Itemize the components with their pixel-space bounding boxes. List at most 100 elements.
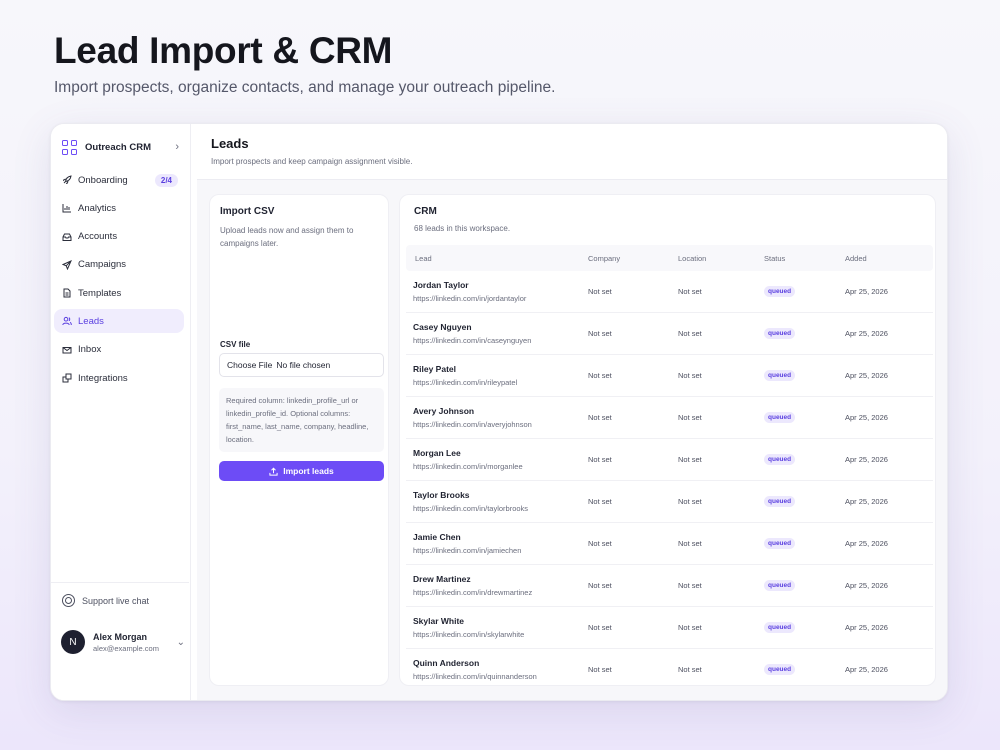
lead-url[interactable]: https://linkedin.com/in/rileypatel: [413, 378, 518, 387]
status-badge: queued: [764, 538, 796, 549]
lead-location: Not set: [678, 329, 702, 338]
table-row[interactable]: Jordan Taylor https://linkedin.com/in/jor…: [406, 271, 933, 313]
avatar: N: [61, 630, 85, 654]
lead-url[interactable]: https://linkedin.com/in/jordantaylor: [413, 294, 527, 303]
sidebar-item-label: Templates: [78, 287, 122, 299]
lead-location: Not set: [678, 497, 702, 506]
lead-added-date: Apr 25, 2026: [845, 413, 888, 422]
table-row[interactable]: Morgan Lee https://linkedin.com/in/morgan…: [406, 439, 933, 481]
column-header-lead[interactable]: Lead: [415, 253, 432, 263]
lead-company: Not set: [588, 329, 612, 338]
import-card-title: Import CSV: [220, 206, 275, 217]
inbox-tray-icon: [62, 233, 72, 241]
lead-name: Morgan Lee: [413, 448, 461, 458]
lead-url[interactable]: https://linkedin.com/in/quinnanderson: [413, 672, 537, 681]
sidebar-item-onboarding[interactable]: Onboarding 2/4: [54, 168, 184, 192]
rocket-icon: [63, 175, 72, 184]
table-row[interactable]: Casey Nguyen https://linkedin.com/in/case…: [406, 313, 933, 355]
page-title: Leads: [211, 136, 249, 151]
lead-added-date: Apr 25, 2026: [845, 623, 888, 632]
lead-company: Not set: [588, 539, 612, 548]
csv-column-help: Required column: linkedin_profile_url or…: [219, 388, 384, 452]
hero-subtitle: Import prospects, organize contacts, and…: [54, 79, 556, 96]
sidebar-item-analytics[interactable]: Analytics: [54, 196, 184, 220]
lead-url[interactable]: https://linkedin.com/in/taylorbrooks: [413, 504, 529, 513]
column-header-location[interactable]: Location: [678, 253, 707, 263]
lead-company: Not set: [588, 371, 612, 380]
sidebar-item-label: Accounts: [78, 231, 118, 243]
table-row[interactable]: Drew Martinez https://linkedin.com/in/dre…: [406, 565, 933, 607]
table-row[interactable]: Riley Patel https://linkedin.com/in/riley…: [406, 355, 933, 397]
user-email: alex@example.com: [93, 643, 159, 653]
send-icon: [62, 259, 72, 270]
crm-card: CRM 68 leads in this workspace. Lead Com…: [399, 194, 936, 686]
lead-company: Not set: [588, 665, 612, 674]
support-label: Support live chat: [82, 595, 150, 606]
column-header-added[interactable]: Added: [845, 253, 867, 263]
status-badge: queued: [764, 370, 796, 381]
lead-location: Not set: [678, 287, 702, 296]
sidebar-item-campaigns[interactable]: Campaigns: [54, 253, 184, 277]
lead-added-date: Apr 25, 2026: [845, 665, 888, 674]
status-badge: queued: [764, 454, 796, 465]
status-badge: queued: [764, 580, 796, 591]
choose-file-button[interactable]: Choose File: [227, 360, 273, 370]
sidebar-item-label: Onboarding: [78, 174, 128, 186]
column-header-status[interactable]: Status: [764, 253, 786, 263]
table-row[interactable]: Skylar White https://linkedin.com/in/skyl…: [406, 607, 933, 649]
table-row[interactable]: Jamie Chen https://linkedin.com/in/jamiec…: [406, 523, 933, 565]
lead-added-date: Apr 25, 2026: [845, 581, 888, 590]
sidebar-item-label: Campaigns: [78, 259, 127, 271]
sidebar-item-label: Integrations: [78, 372, 128, 384]
sidebar-item-templates[interactable]: Templates: [54, 281, 184, 305]
status-badge: queued: [764, 286, 796, 297]
workspace-switcher[interactable]: Outreach CRM ›: [61, 132, 183, 162]
lifebuoy-icon: [62, 594, 75, 607]
sidebar-item-label: Analytics: [78, 202, 117, 214]
table-row[interactable]: Taylor Brooks https://linkedin.com/in/tay…: [406, 481, 933, 523]
crm-title: CRM: [414, 206, 437, 217]
lead-added-date: Apr 25, 2026: [845, 371, 888, 380]
bar-chart-icon: [62, 204, 71, 213]
lead-location: Not set: [678, 581, 702, 590]
lead-url[interactable]: https://linkedin.com/in/morganlee: [413, 462, 523, 471]
leads-table: Lead Company Location Status Added Jorda…: [406, 245, 933, 685]
import-csv-card: Import CSV Upload leads now and assign t…: [209, 194, 389, 686]
column-header-company[interactable]: Company: [588, 253, 621, 263]
lead-location: Not set: [678, 455, 702, 464]
lead-name: Avery Johnson: [413, 406, 475, 416]
table-row[interactable]: Quinn Anderson https://linkedin.com/in/qu…: [406, 649, 933, 685]
sidebar-item-inbox[interactable]: Inbox: [54, 338, 184, 362]
lead-url[interactable]: https://linkedin.com/in/skylarwhite: [413, 630, 525, 639]
support-live-chat-link[interactable]: Support live chat: [62, 594, 149, 607]
sidebar-item-integrations[interactable]: Integrations: [54, 366, 184, 390]
lead-url[interactable]: https://linkedin.com/in/averyjohnson: [413, 420, 532, 429]
lead-name: Taylor Brooks: [413, 490, 470, 500]
grid-icon: [62, 139, 77, 155]
user-menu[interactable]: N Alex Morgan alex@example.com ⌄: [61, 630, 185, 654]
lead-company: Not set: [588, 581, 612, 590]
import-leads-label: Import leads: [283, 466, 334, 476]
lead-url[interactable]: https://linkedin.com/in/drewmartinez: [413, 588, 533, 597]
lead-url[interactable]: https://linkedin.com/in/caseynguyen: [413, 336, 532, 345]
csv-file-label: CSV file: [220, 340, 251, 349]
lead-company: Not set: [588, 497, 612, 506]
lead-name: Drew Martinez: [413, 574, 471, 584]
lead-url[interactable]: https://linkedin.com/in/jamiechen: [413, 546, 522, 555]
import-leads-button[interactable]: Import leads: [219, 461, 384, 481]
brand-name: Outreach CRM: [85, 141, 151, 153]
sidebar: Outreach CRM › Onboarding 2/4 Analytics …: [51, 124, 191, 700]
sidebar-item-label: Leads: [78, 315, 104, 327]
csv-file-input[interactable]: Choose File No file chosen: [219, 353, 384, 377]
sidebar-item-accounts[interactable]: Accounts: [54, 225, 184, 249]
sidebar-item-label: Inbox: [78, 344, 102, 356]
sidebar-nav: Onboarding 2/4 Analytics Accounts Campai…: [54, 168, 184, 394]
table-row[interactable]: Avery Johnson https://linkedin.com/in/ave…: [406, 397, 933, 439]
sidebar-item-leads[interactable]: Leads: [54, 309, 184, 334]
puzzle-icon: [62, 373, 72, 383]
status-badge: queued: [764, 496, 796, 507]
users-icon: [62, 317, 72, 326]
lead-name: Riley Patel: [413, 364, 456, 374]
lead-name: Jamie Chen: [413, 532, 461, 542]
lead-added-date: Apr 25, 2026: [845, 497, 888, 506]
